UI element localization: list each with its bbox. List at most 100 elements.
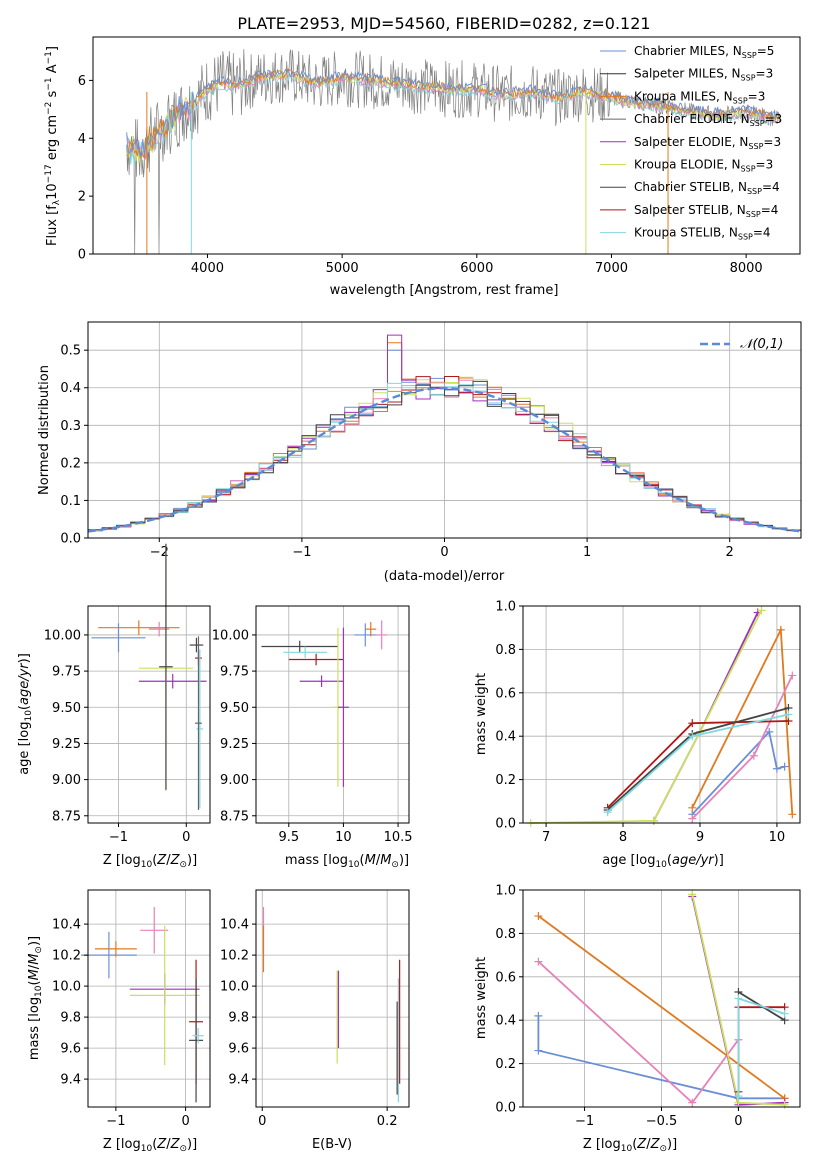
y-tick-label: 10.4 — [220, 918, 249, 933]
error-bar-point — [138, 673, 207, 689]
residuals-ylabel: Normed distribution — [37, 365, 52, 495]
legend-entry: Chabrier ELODIE, NSSP=3 — [634, 112, 782, 128]
y-tick-label: 0.4 — [495, 1014, 516, 1029]
mass-EBV-frame — [255, 889, 410, 1108]
y-tick-label: 0 — [78, 248, 86, 263]
figure-title: PLATE=2953, MJD=54560, FIBERID=0282, z=0… — [237, 14, 650, 33]
axis-label: mass [log10(M/M⊙)] — [285, 853, 409, 870]
y-tick-label: 0.5 — [60, 344, 81, 359]
x-tick-label: 4000 — [191, 261, 224, 276]
weight-marker — [765, 727, 774, 736]
y-tick-label: 9.00 — [220, 773, 249, 788]
error-bar-point — [337, 627, 349, 787]
x-tick-label: −0.5 — [646, 1114, 678, 1129]
y-tick-label: 9.4 — [60, 1073, 81, 1088]
error-bar-point — [195, 636, 202, 810]
error-bar-point — [129, 925, 200, 1066]
weight-marker — [534, 1011, 543, 1020]
error-bar-point — [159, 543, 173, 790]
weight-marker — [688, 803, 697, 812]
mass-Z-frame — [87, 889, 211, 1108]
weight-marker — [649, 816, 658, 825]
legend-entry: Salpeter ELODIE, NSSP=3 — [634, 135, 781, 151]
x-tick-label: −1 — [106, 1114, 125, 1129]
weights-Z-panel: −1 −0.5 0 0.0 0.2 0.4 0.6 0.8 1.0 — [495, 884, 801, 1129]
x-tick-label: 2 — [726, 545, 734, 560]
legend-entry: Kroupa MILES, NSSP=3 — [634, 89, 765, 105]
weight-marker — [734, 1092, 743, 1101]
error-bar-point — [192, 1027, 204, 1044]
y-tick-label: 10.00 — [44, 628, 81, 643]
y-tick-label: 9.25 — [220, 737, 249, 752]
error-bar-point — [98, 620, 180, 635]
y-tick-label: 9.8 — [228, 1011, 249, 1026]
spectrum-frame — [92, 36, 801, 255]
error-bar-point — [376, 620, 388, 650]
weight-marker — [688, 890, 697, 899]
legend-entry: Chabrier MILES, NSSP=5 — [634, 44, 774, 60]
y-tick-label: 0.2 — [60, 456, 81, 471]
x-tick-label: −2 — [150, 545, 169, 560]
y-tick-label: 0.3 — [60, 419, 81, 434]
x-tick-label: 5000 — [326, 261, 359, 276]
weight-marker — [776, 625, 785, 634]
age-Z-panel: −1 0 8.75 9.00 9.25 9.50 9.75 10.00 — [44, 543, 211, 845]
axis-label: Z [log10(Z/Z⊙)] — [103, 1137, 197, 1154]
error-bar-point — [189, 978, 204, 1103]
axis-label: mass weight — [474, 673, 489, 755]
y-tick-label: 8.75 — [52, 809, 81, 824]
residuals-xlabel: (data-model)/error — [384, 569, 505, 584]
mass-Z-panel: −1 0 9.4 9.6 9.8 10.0 10.2 10.4 — [52, 889, 211, 1129]
y-tick-label: 0.2 — [495, 1057, 516, 1072]
residuals-panel: −2 −1 0 1 2 0.0 0.1 0.2 0.3 0.4 0.5 — [60, 321, 802, 560]
weights-Z-data — [534, 890, 789, 1109]
y-tick-label: 9.75 — [52, 665, 81, 680]
weight-marker — [688, 719, 697, 728]
y-tick-label: 0.0 — [60, 532, 81, 547]
y-tick-label: 9.25 — [52, 737, 81, 752]
y-tick-label: 1.0 — [495, 600, 516, 615]
x-tick-label: 0 — [181, 1114, 189, 1129]
age-mass-data — [261, 620, 388, 787]
x-tick-label: 10 — [769, 830, 786, 845]
y-tick-label: 1.0 — [495, 884, 516, 899]
y-tick-label: 0.2 — [495, 773, 516, 788]
y-tick-label: 9.8 — [60, 1011, 81, 1026]
x-tick-label: −1 — [575, 1114, 594, 1129]
y-tick-label: 9.00 — [52, 773, 81, 788]
error-bar-point — [261, 640, 338, 653]
spectrum-model-line — [126, 68, 781, 157]
weight-marker — [749, 751, 758, 760]
y-tick-label: 10.4 — [52, 918, 81, 933]
weight-marker — [772, 764, 781, 773]
spectrum-ylabel: Flux [fλ10−17 erg cm−2 s−1 A−1] — [44, 46, 62, 246]
error-bar-point — [354, 623, 377, 647]
x-tick-label: 8 — [619, 830, 627, 845]
x-tick-label: 8000 — [730, 261, 763, 276]
y-tick-label: 0.8 — [495, 643, 516, 658]
weights-age-frame — [522, 605, 801, 824]
mass-EBV-panel: 0 0.2 9.4 9.6 9.8 10.0 10.2 10.4 — [220, 889, 410, 1129]
y-tick-label: 9.50 — [52, 701, 81, 716]
weight-line — [537, 960, 740, 1105]
x-tick-label: −1 — [292, 545, 311, 560]
error-bar-point — [299, 675, 344, 688]
error-bar-point — [94, 941, 137, 957]
y-tick-label: 9.50 — [220, 701, 249, 716]
weight-marker — [780, 1009, 789, 1018]
weight-line — [537, 915, 786, 1100]
error-bar-point — [365, 621, 377, 637]
weight-marker — [688, 732, 697, 741]
weight-marker — [688, 814, 697, 823]
weight-marker — [603, 808, 612, 817]
x-tick-label: −1 — [109, 830, 128, 845]
age-Z-frame — [87, 605, 211, 824]
weight-marker — [788, 810, 797, 819]
y-tick-label: 0.0 — [495, 817, 516, 832]
x-tick-label: 0.2 — [377, 1114, 398, 1129]
residual-histogram — [88, 380, 801, 531]
weight-marker — [734, 994, 743, 1003]
x-tick-label: 9 — [696, 830, 704, 845]
x-tick-label: 1 — [583, 545, 591, 560]
